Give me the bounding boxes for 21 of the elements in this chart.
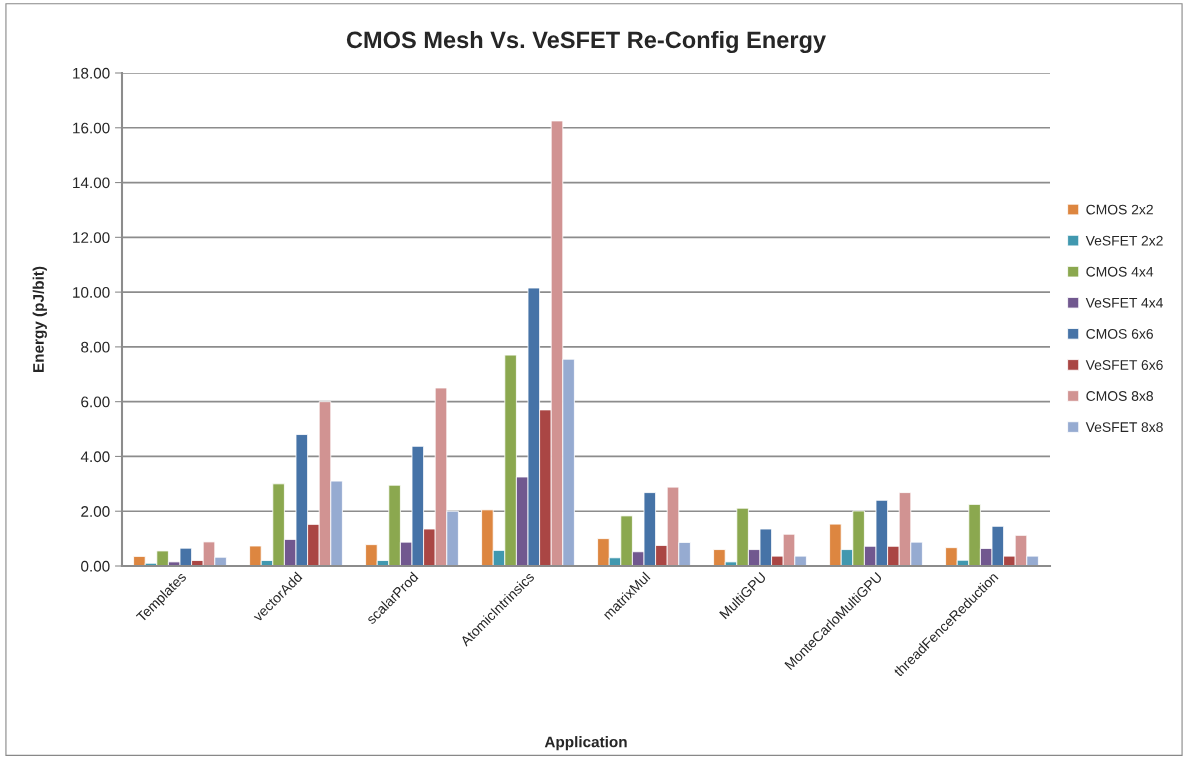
y-tick-label: 16.00 [73,122,110,134]
legend-label: VeSFET 4x4 [1085,297,1163,308]
legend-label: VeSFET 8x8 [1085,422,1163,433]
legend-label: CMOS 2x2 [1086,204,1153,215]
x-axis-title: Application [544,736,627,751]
y-tick-label: 10.00 [73,286,110,298]
y-tick-label: 18.00 [73,67,110,79]
y-tick-label: 12.00 [73,232,110,244]
chart-title: CMOS Mesh Vs. VeSFET Re-Config Energy [346,30,826,53]
y-tick-label: 8.00 [81,341,110,353]
y-tick-label: 0.00 [81,560,110,572]
y-tick-label: 4.00 [80,451,110,463]
legend-label: CMOS 6x6 [1086,328,1153,339]
y-axis-title: Energy (pJ/bit) [32,266,47,372]
legend-label: VeSFET 2x2 [1085,235,1163,246]
y-tick-label: 2.00 [81,506,110,517]
legend-label: CMOS 8x8 [1086,391,1153,401]
legend-label: VeSFET 6x6 [1085,360,1163,370]
legend-label: CMOS 4x4 [1086,266,1154,277]
y-tick-label: 6.00 [81,396,110,408]
y-tick-label: 14.00 [73,177,110,189]
